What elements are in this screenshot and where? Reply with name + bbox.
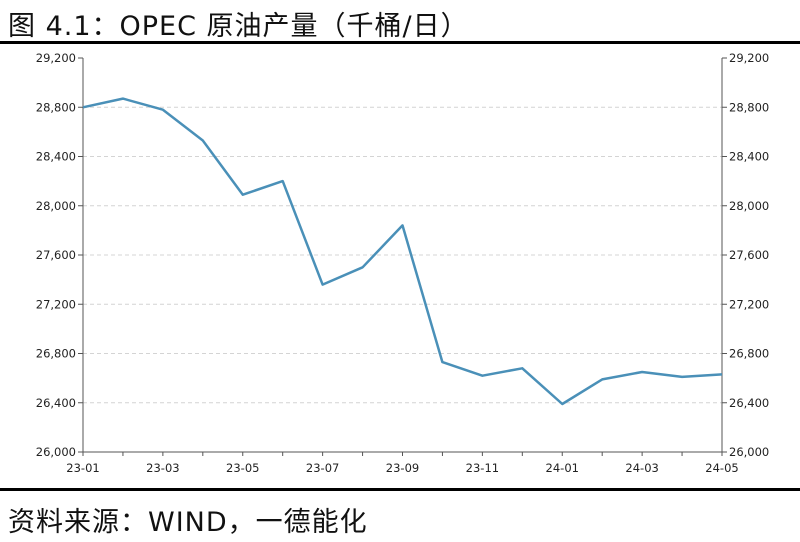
x-tick-label: 23-03 (146, 461, 179, 475)
y-tick-label-left: 26,800 (36, 347, 76, 361)
y-tick-label-right: 28,800 (729, 100, 769, 114)
y-tick-label-right: 26,800 (729, 347, 769, 361)
y-tick-label-left: 26,400 (36, 396, 76, 410)
y-tick-label-left: 28,400 (36, 150, 76, 164)
series-group (82, 97, 723, 406)
line-chart: 26,000 26,400 26,800 27,200 27,600 28,000 28,4… (36, 51, 770, 475)
x-tick-label: 24-05 (705, 461, 738, 475)
y-tick-label-left: 28,000 (36, 199, 76, 213)
x-tick-label: 24-01 (546, 461, 579, 475)
x-tick-label: 23-09 (386, 461, 419, 475)
y-tick-label-right: 26,000 (729, 445, 769, 459)
x-tick-label: 23-07 (306, 461, 339, 475)
y-tick-label-right: 29,200 (729, 51, 769, 65)
y-tick-label-right: 27,600 (729, 248, 769, 262)
y-tick-label-right: 28,400 (729, 150, 769, 164)
y-tick-label-left: 27,600 (36, 248, 76, 262)
x-axis-ticks: 23-01 23-03 23-05 23-07 23-09 23-11 24-01 24-03… (66, 452, 739, 475)
y-tick-label-left: 29,200 (36, 51, 76, 65)
y-tick-label-left: 26,000 (36, 445, 76, 459)
axes (82, 58, 723, 453)
bottom-rule (0, 488, 800, 491)
figure-title: 图 4.1：OPEC 原油产量（千桶/日） (8, 11, 469, 42)
grid-lines (83, 106, 722, 404)
y-tick-label-right: 28,000 (729, 199, 769, 213)
y-tick-label-left: 27,200 (36, 297, 76, 311)
x-tick-label: 24-03 (625, 461, 658, 475)
x-tick-label: 23-01 (66, 461, 99, 475)
y-tick-label-left: 28,800 (36, 100, 76, 114)
source-note: 资料来源：WIND，一德能化 (8, 507, 368, 538)
y-tick-label-right: 26,400 (729, 396, 769, 410)
top-rule (0, 41, 800, 44)
y-axis-left-ticks: 26,000 26,400 26,800 27,200 27,600 28,000 28,4… (36, 51, 83, 459)
series-line (82, 97, 723, 406)
x-tick-label: 23-05 (226, 461, 259, 475)
y-tick-label-right: 27,200 (729, 297, 769, 311)
y-axis-right-ticks: 26,000 26,400 26,800 27,200 27,600 28,000 28,4… (722, 51, 769, 459)
x-tick-label: 23-11 (466, 461, 499, 475)
